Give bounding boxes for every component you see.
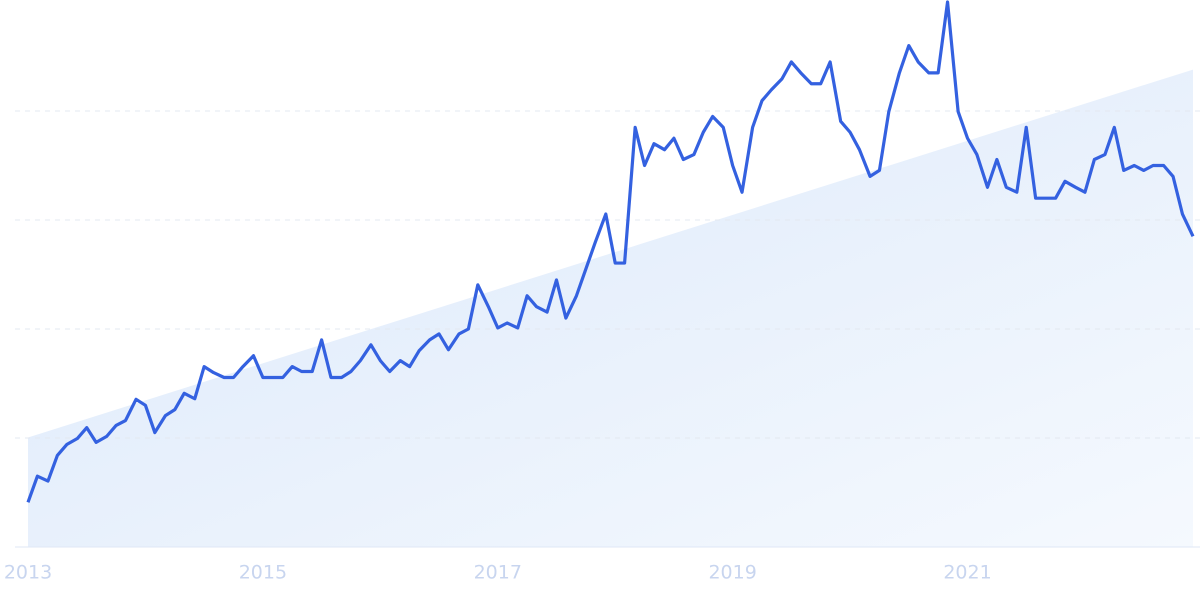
x-tick-label: 2015 [239, 562, 287, 584]
x-tick-label: 2017 [474, 562, 522, 584]
x-tick-label: 2013 [4, 562, 52, 584]
x-tick-label: 2019 [708, 562, 756, 584]
trend-area [28, 69, 1193, 547]
x-tick-label: 2021 [943, 562, 991, 584]
data-line [26, 0, 1195, 503]
